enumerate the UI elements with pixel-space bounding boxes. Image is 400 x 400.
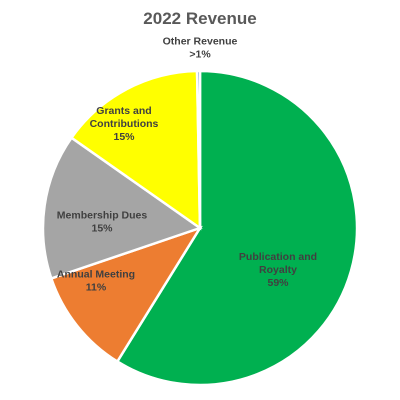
data-label-other-revenue: Other Revenue>1% — [163, 35, 238, 60]
slice-name-label: Membership Dues — [57, 209, 148, 221]
slice-percent-label: >1% — [189, 48, 211, 60]
slice-name-label: Other Revenue — [163, 35, 238, 47]
slice-percent-label: 15% — [91, 222, 113, 234]
slice-percent-label: 11% — [86, 281, 107, 293]
pie-slice-other-revenue — [195, 69, 202, 229]
slice-name-label: Grants and — [96, 105, 151, 117]
chart-title: 2022 Revenue — [143, 9, 257, 28]
pie-slice-publication-and-royalty — [115, 69, 359, 387]
slice-name-label: Annual Meeting — [57, 268, 135, 280]
pie-slice-grants-and-contributions — [69, 69, 202, 231]
slice-name-label: Publication and — [239, 251, 317, 263]
slice-name-label: Contributions — [90, 118, 159, 130]
slice-percent-label: 59% — [267, 277, 289, 289]
slice-percent-label: 15% — [113, 131, 135, 143]
pie-slice-annual-meeting — [49, 225, 203, 364]
pie-slice-membership-dues — [41, 136, 203, 281]
slice-name-label: Royalty — [259, 264, 297, 276]
